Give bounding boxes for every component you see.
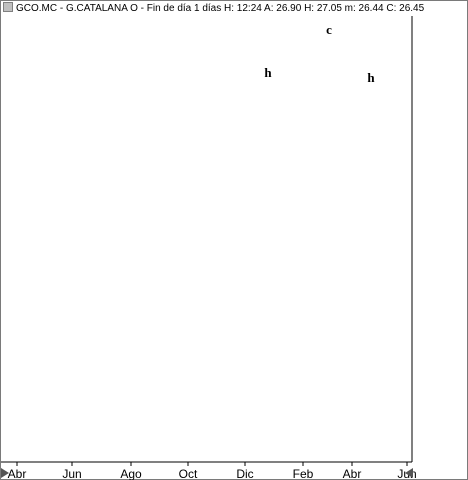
x-tick-label: Feb	[293, 467, 314, 480]
x-tick-label: Ago	[120, 467, 142, 480]
x-axis-ticks: AbrJunAgoOctDicFebAbrJun	[8, 462, 417, 480]
x-tick-label: Oct	[179, 467, 198, 480]
pattern-label: h	[367, 70, 375, 85]
pattern-label: h	[264, 65, 272, 80]
x-tick-label: Abr	[343, 467, 362, 480]
chart-title: GCO.MC - G.CATALANA O - Fin de día 1 día…	[16, 3, 425, 14]
pattern-label: c	[326, 22, 332, 37]
x-tick-label: Abr	[8, 467, 27, 480]
chart-title-bar: GCO.MC - G.CATALANA O - Fin de día 1 día…	[2, 2, 424, 16]
scroll-left-arrow-icon[interactable]	[1, 468, 9, 478]
y-axis	[1, 16, 413, 463]
x-tick-label: Jun	[62, 467, 81, 480]
x-tick-label: Dic	[236, 467, 253, 480]
window-menu-icon[interactable]	[3, 2, 13, 12]
pattern-overlays: h c h	[264, 22, 375, 85]
scroll-right-arrow-icon[interactable]	[405, 468, 413, 478]
